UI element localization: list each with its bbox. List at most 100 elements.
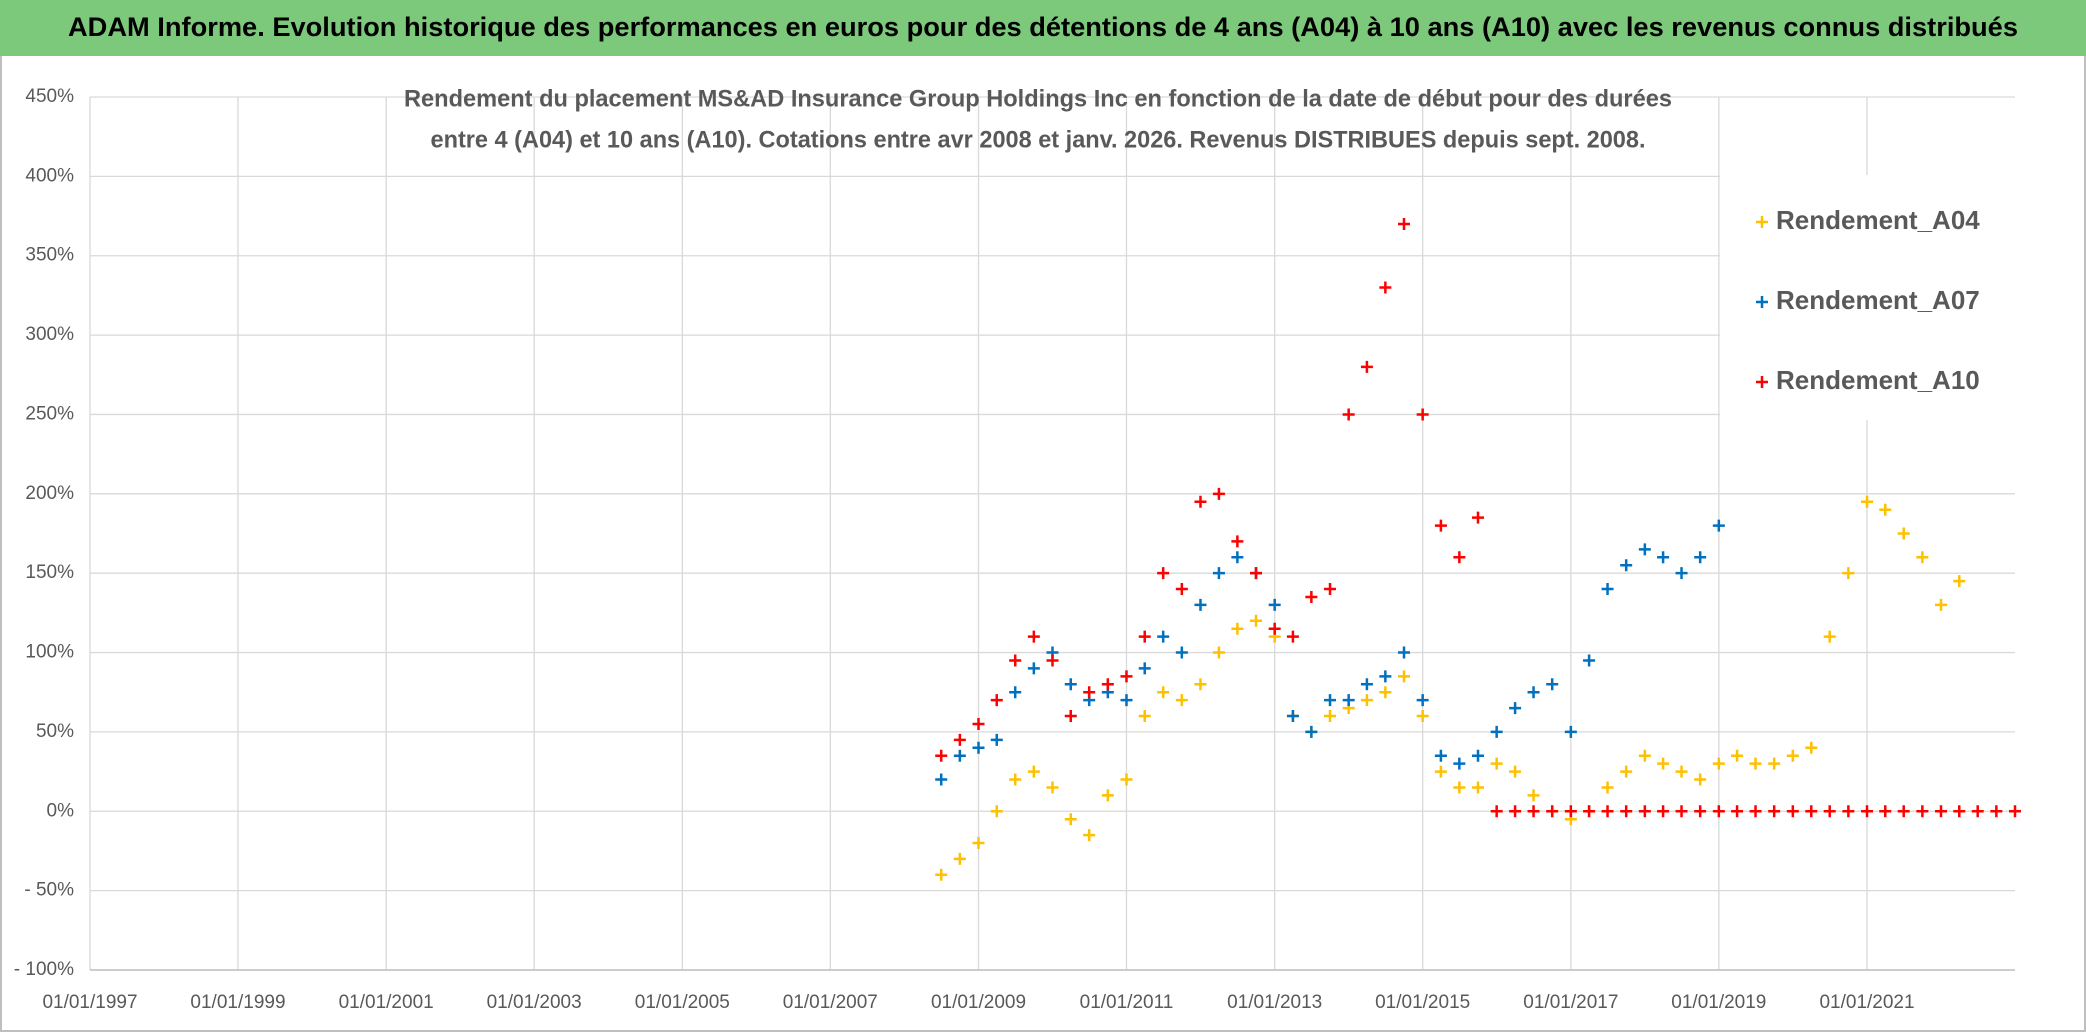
data-point: [1138, 710, 1151, 723]
data-point: [1601, 805, 1614, 818]
data-point: [1768, 757, 1781, 770]
data-point: [1009, 686, 1022, 699]
data-point: [1027, 662, 1040, 675]
data-point: [1731, 749, 1744, 762]
data-point: [1731, 805, 1744, 818]
data-point: [1509, 805, 1522, 818]
data-point: [1620, 765, 1633, 778]
data-point: [1601, 781, 1614, 794]
x-tick-label: 01/01/2003: [487, 992, 582, 1013]
data-point: [1527, 789, 1540, 802]
data-point: [1342, 694, 1355, 707]
data-point: [1379, 686, 1392, 699]
data-point: [1583, 654, 1596, 667]
data-point: [1083, 686, 1096, 699]
data-point: [990, 805, 1003, 818]
legend: Rendement_A04 Rendement_A07 Rendement_A10: [1720, 175, 2015, 420]
data-point: [1453, 757, 1466, 770]
data-point: [1472, 511, 1484, 524]
data-point: [1749, 805, 1762, 818]
data-point: [1953, 805, 1966, 818]
data-point: [1638, 805, 1651, 818]
x-tick-label: 01/01/1997: [42, 992, 137, 1013]
data-point: [1675, 765, 1688, 778]
data-point: [1194, 495, 1207, 508]
legend-label: Rendement_A04: [1776, 205, 1980, 235]
data-point: [1971, 805, 1984, 818]
y-tick-label: 150%: [25, 562, 74, 583]
data-point: [1101, 678, 1114, 691]
data-point: [1638, 543, 1651, 556]
y-tick-label: 450%: [25, 86, 74, 107]
data-point: [1027, 630, 1040, 643]
data-point: [1250, 614, 1263, 627]
data-point: [1379, 281, 1392, 294]
data-point: [1120, 773, 1133, 786]
data-point: [1620, 805, 1633, 818]
data-point: [1768, 805, 1781, 818]
data-point: [1212, 646, 1225, 659]
data-point: [1157, 630, 1170, 643]
data-point: [1527, 686, 1540, 699]
data-point: [1953, 575, 1966, 588]
data-point: [1231, 551, 1244, 564]
data-point: [1657, 757, 1670, 770]
data-point: [1212, 487, 1225, 500]
legend-box: [1720, 175, 2015, 420]
data-point: [1712, 805, 1725, 818]
header-title: ADAM Informe. Evolution historique des p…: [68, 12, 2018, 42]
data-point: [1453, 551, 1466, 564]
data-point: [1231, 535, 1244, 548]
chart-title: entre 4 (A04) et 10 ans (A10). Cotations…: [431, 126, 1646, 153]
data-point: [1564, 725, 1577, 738]
x-tick-label: 01/01/2015: [1375, 992, 1470, 1013]
data-point: [1601, 583, 1614, 596]
x-tick-label: 01/01/2019: [1671, 992, 1766, 1013]
data-point: [1434, 749, 1447, 762]
chart-title: Rendement du placement MS&AD Insurance G…: [404, 85, 1672, 112]
data-point: [1324, 694, 1337, 707]
data-point: [990, 694, 1003, 707]
x-tick-label: 01/01/2009: [931, 992, 1026, 1013]
data-point: [953, 749, 966, 762]
data-point: [1157, 567, 1170, 580]
data-point: [1175, 646, 1188, 659]
y-tick-label: 200%: [25, 483, 74, 504]
data-point: [972, 837, 985, 850]
data-point: [935, 749, 948, 762]
data-point: [1879, 503, 1892, 516]
data-point: [1694, 773, 1707, 786]
data-point: [1416, 694, 1429, 707]
data-point: [1935, 598, 1948, 611]
data-point: [1064, 678, 1077, 691]
data-point: [1101, 789, 1114, 802]
data-point: [1194, 598, 1207, 611]
y-tick-label: - 100%: [14, 959, 74, 980]
data-point: [1472, 781, 1484, 794]
data-point: [1675, 567, 1688, 580]
data-point: [1398, 670, 1411, 683]
data-point: [1805, 805, 1818, 818]
data-point: [1805, 741, 1818, 754]
data-point: [972, 717, 985, 730]
y-tick-label: 400%: [25, 165, 74, 186]
x-tick-label: 01/01/2005: [635, 992, 730, 1013]
data-point: [1360, 678, 1373, 691]
legend-label: Rendement_A10: [1776, 365, 1980, 395]
y-tick-label: 300%: [25, 324, 74, 345]
data-point: [1861, 495, 1874, 508]
data-point: [1120, 670, 1133, 683]
data-point: [1916, 551, 1929, 564]
data-point: [1842, 805, 1855, 818]
data-point: [1175, 583, 1188, 596]
y-tick-label: 0%: [47, 800, 75, 821]
data-point: [1360, 694, 1373, 707]
data-point: [1472, 749, 1484, 762]
data-point: [1046, 781, 1059, 794]
data-point: [1842, 567, 1855, 580]
data-point: [1231, 622, 1244, 635]
legend-label: Rendement_A07: [1776, 285, 1980, 315]
data-point: [1194, 678, 1207, 691]
x-tick-label: 01/01/2021: [1819, 992, 1914, 1013]
